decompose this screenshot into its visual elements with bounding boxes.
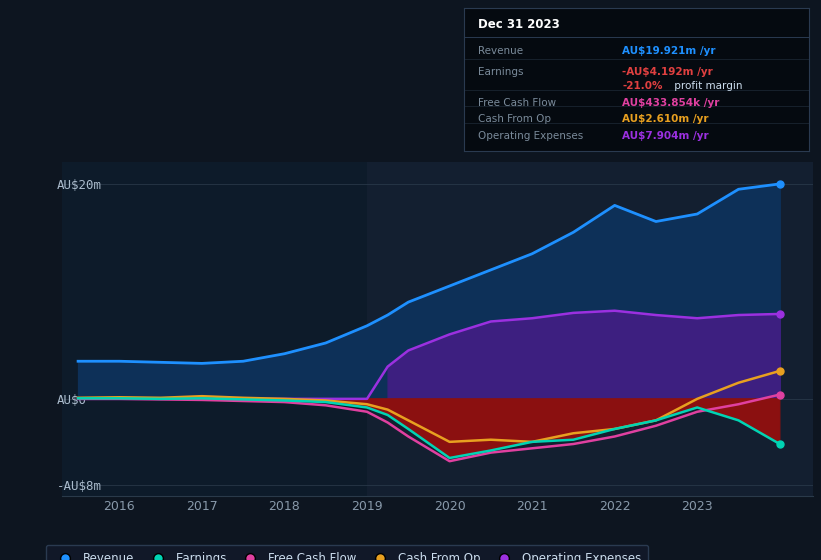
Text: Operating Expenses: Operating Expenses <box>478 131 583 141</box>
Text: Dec 31 2023: Dec 31 2023 <box>478 18 559 31</box>
Text: Revenue: Revenue <box>478 45 523 55</box>
Text: Cash From Op: Cash From Op <box>478 114 551 124</box>
Text: -AU$4.192m /yr: -AU$4.192m /yr <box>622 67 713 77</box>
Text: Free Cash Flow: Free Cash Flow <box>478 97 556 108</box>
Text: AU$433.854k /yr: AU$433.854k /yr <box>622 97 720 108</box>
Text: AU$7.904m /yr: AU$7.904m /yr <box>622 131 709 141</box>
Bar <box>367 162 813 496</box>
Text: -21.0%: -21.0% <box>622 81 663 91</box>
Legend: Revenue, Earnings, Free Cash Flow, Cash From Op, Operating Expenses: Revenue, Earnings, Free Cash Flow, Cash … <box>46 545 648 560</box>
Text: Earnings: Earnings <box>478 67 523 77</box>
Text: AU$2.610m /yr: AU$2.610m /yr <box>622 114 709 124</box>
Text: AU$19.921m /yr: AU$19.921m /yr <box>622 45 716 55</box>
Text: profit margin: profit margin <box>671 81 742 91</box>
